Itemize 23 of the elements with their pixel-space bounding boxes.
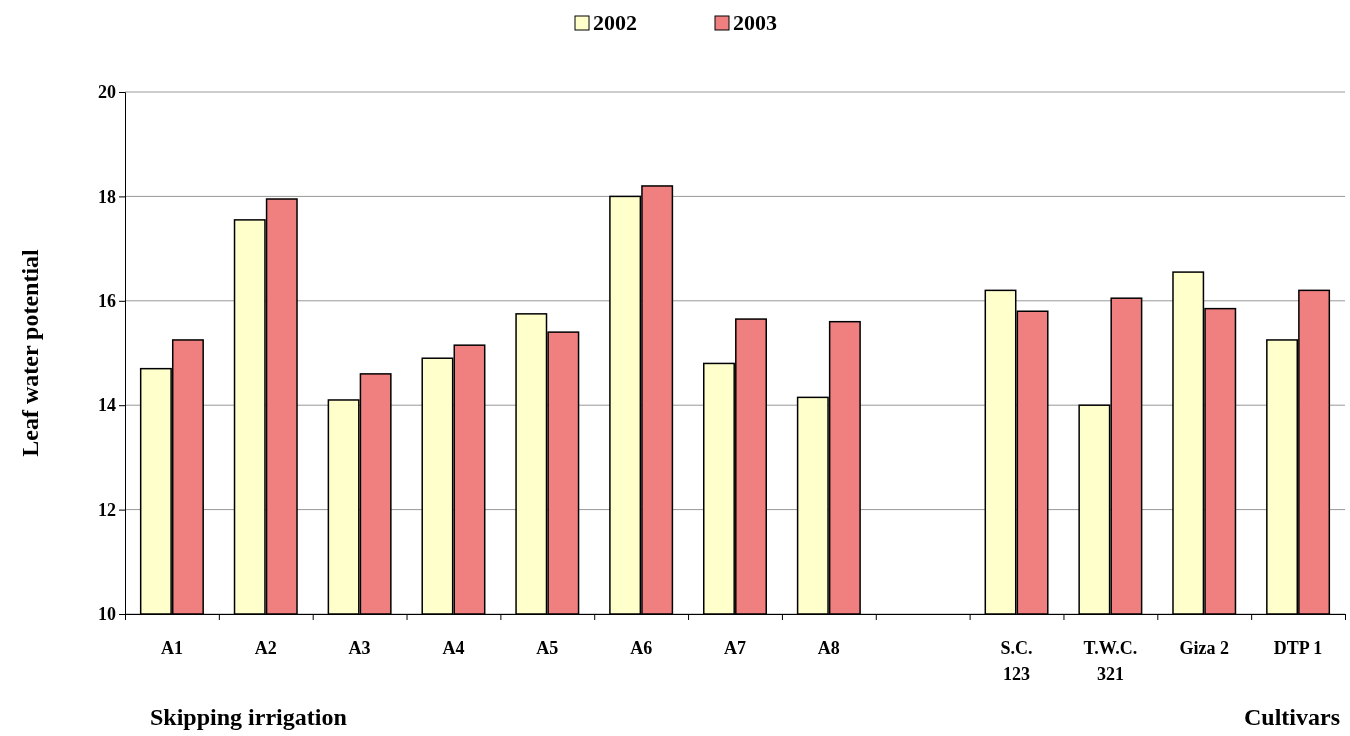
- legend-label: 2002: [593, 10, 637, 35]
- x-tick-label: A6: [630, 638, 653, 658]
- y-tick-label: 16: [98, 291, 116, 312]
- y-tick-label: 10: [98, 604, 116, 625]
- y-tick-label: 12: [98, 499, 116, 520]
- x-tick-label: DTP 1: [1273, 638, 1323, 658]
- x-tick-label: S.C. 123: [1000, 638, 1033, 684]
- x-tick-label: T.W.C. 321: [1083, 638, 1138, 684]
- y-axis-title: Leaf water potential: [17, 248, 43, 457]
- x-tick-label: A8: [817, 638, 840, 658]
- x-tick-label: A1: [160, 638, 183, 658]
- y-tick-label: 18: [98, 186, 116, 207]
- legend-label: 2003: [733, 10, 777, 35]
- text: Skipping irrigation: [150, 704, 347, 730]
- y-tick-label: 20: [98, 82, 116, 103]
- text: Cultivars: [1244, 704, 1340, 730]
- x-tick-label: A3: [348, 638, 371, 658]
- x-tick-label: A4: [442, 638, 465, 658]
- x-tick-label: Giza 2: [1179, 638, 1229, 658]
- x-tick-label: A2: [254, 638, 277, 658]
- x-tick-label: A5: [536, 638, 559, 658]
- x-tick-label: A7: [724, 638, 746, 658]
- y-tick-label: 14: [98, 395, 116, 416]
